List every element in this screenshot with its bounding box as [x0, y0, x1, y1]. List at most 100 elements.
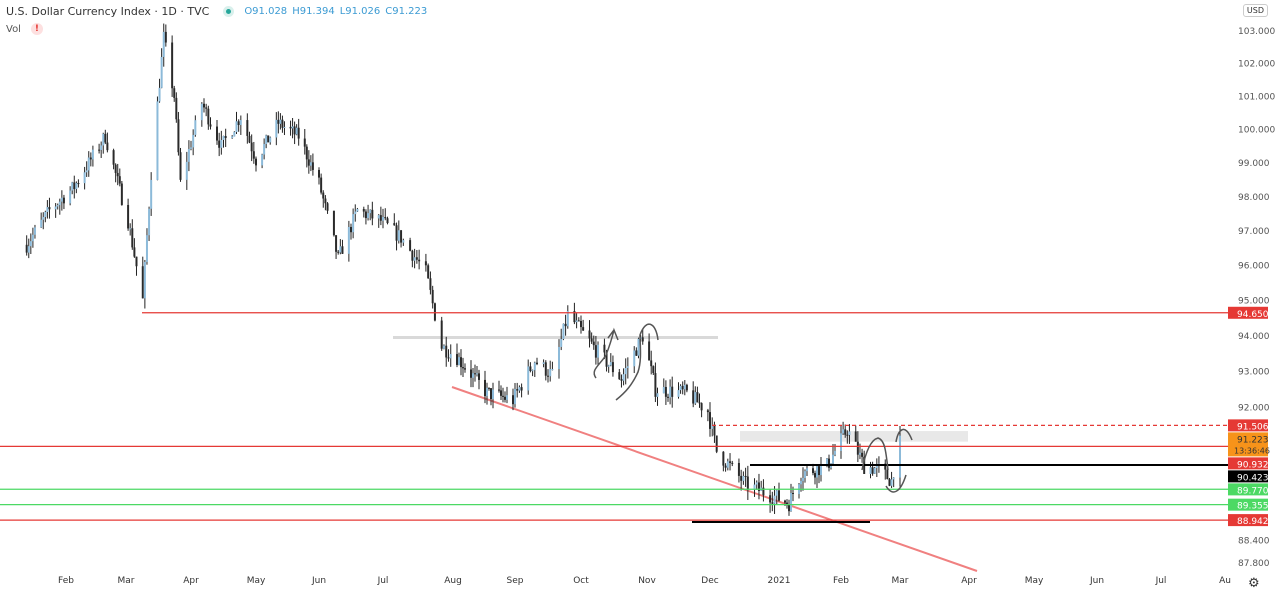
candle-body	[218, 140, 221, 148]
candle-body	[575, 320, 578, 323]
candle-body	[462, 367, 464, 369]
candle-body	[551, 369, 554, 371]
price-tick-label: 96.000	[1238, 262, 1270, 272]
candle-body	[203, 103, 205, 108]
price-label-box	[1228, 470, 1268, 483]
candle-body	[27, 246, 30, 253]
candle-body	[58, 201, 61, 206]
candles	[25, 23, 901, 516]
symbol-title[interactable]: U.S. Dollar Currency Index · 1D · TVC	[6, 5, 210, 18]
candle-body	[54, 206, 57, 210]
candle-body	[263, 144, 266, 155]
candle-body	[818, 466, 820, 476]
candle-body	[547, 375, 549, 377]
price-label-90.932: 90.932	[1237, 460, 1269, 470]
candle-body	[536, 362, 538, 365]
open-value: O91.028	[244, 6, 288, 17]
candle-body	[433, 303, 436, 321]
candle-body	[633, 350, 636, 367]
candle-body	[442, 345, 445, 349]
volume-label[interactable]: Vol	[6, 23, 21, 35]
candle-body	[711, 424, 714, 429]
candle-body	[580, 320, 582, 328]
candle-body	[400, 230, 403, 243]
candle-body	[871, 467, 874, 474]
candle-body	[484, 379, 486, 397]
candle-body	[164, 31, 167, 43]
candle-body	[185, 161, 188, 180]
low-value: L91.026	[339, 6, 381, 17]
candle-body	[498, 389, 500, 391]
price-tick-label: 92.000	[1238, 403, 1270, 413]
candle-body	[83, 172, 86, 184]
candle-body	[492, 389, 494, 400]
candle-body	[652, 366, 655, 374]
candle-body	[162, 31, 165, 57]
price-label-box	[1228, 306, 1268, 319]
candle-body	[87, 157, 90, 171]
candle-body	[231, 136, 234, 139]
candle-body	[514, 389, 516, 405]
candle-body	[892, 477, 895, 480]
candle-body	[806, 468, 808, 472]
price-tick-label: 98.000	[1238, 193, 1270, 203]
candle-body	[143, 261, 146, 299]
gear-icon[interactable]: ⚙	[1248, 576, 1260, 591]
candle-body	[33, 227, 36, 235]
candle-body	[269, 137, 272, 143]
candle-body	[318, 169, 320, 178]
candle-body	[486, 387, 488, 397]
candle-body	[753, 484, 756, 490]
candle-body	[73, 182, 76, 190]
candle-body	[369, 209, 372, 214]
candle-body	[411, 250, 414, 261]
candle-body	[869, 467, 872, 474]
candle-body	[356, 208, 359, 212]
candle-body	[784, 500, 786, 503]
candle-body	[379, 215, 382, 221]
countdown-label: 13:36:46	[1234, 446, 1270, 455]
candle-body	[377, 215, 380, 219]
candle-body	[573, 311, 576, 323]
candle-body	[440, 320, 443, 349]
candle-body	[506, 395, 508, 400]
candle-body	[858, 452, 861, 455]
warning-icon[interactable]: !	[30, 23, 43, 35]
candle-body	[224, 135, 227, 139]
candle-body	[239, 120, 242, 126]
candle-body	[194, 120, 197, 135]
candle-body	[156, 101, 159, 180]
candle-body	[762, 487, 765, 496]
time-tick-label: Apr	[183, 576, 199, 586]
candle-body	[802, 477, 804, 481]
candle-body	[85, 170, 88, 173]
time-tick-label: 2021	[768, 576, 791, 586]
resistance-zone	[740, 431, 968, 442]
candle-body	[209, 124, 212, 127]
candle-body	[875, 464, 878, 469]
candle-body	[828, 458, 830, 468]
candle-body	[341, 246, 344, 254]
time-tick-label: May	[1025, 576, 1044, 586]
candle-body	[293, 126, 296, 135]
trend-line	[451, 386, 978, 572]
time-tick-label: Feb	[58, 576, 74, 586]
candle-body	[611, 362, 614, 373]
candle-body	[724, 465, 727, 468]
currency-button[interactable]: USD	[1242, 4, 1268, 17]
candle-body	[814, 473, 816, 478]
candle-body	[677, 390, 680, 397]
candle-body	[104, 133, 107, 143]
candle-body	[248, 135, 251, 143]
candle-body	[367, 213, 370, 219]
candle-body	[757, 482, 760, 491]
candle-body	[320, 177, 323, 193]
candle-body	[171, 42, 174, 89]
candle-body	[173, 88, 176, 98]
candle-body	[89, 157, 92, 160]
candle-body	[840, 433, 842, 451]
candle-body	[886, 469, 889, 480]
candle-body	[309, 162, 312, 166]
candle-body	[577, 320, 580, 322]
